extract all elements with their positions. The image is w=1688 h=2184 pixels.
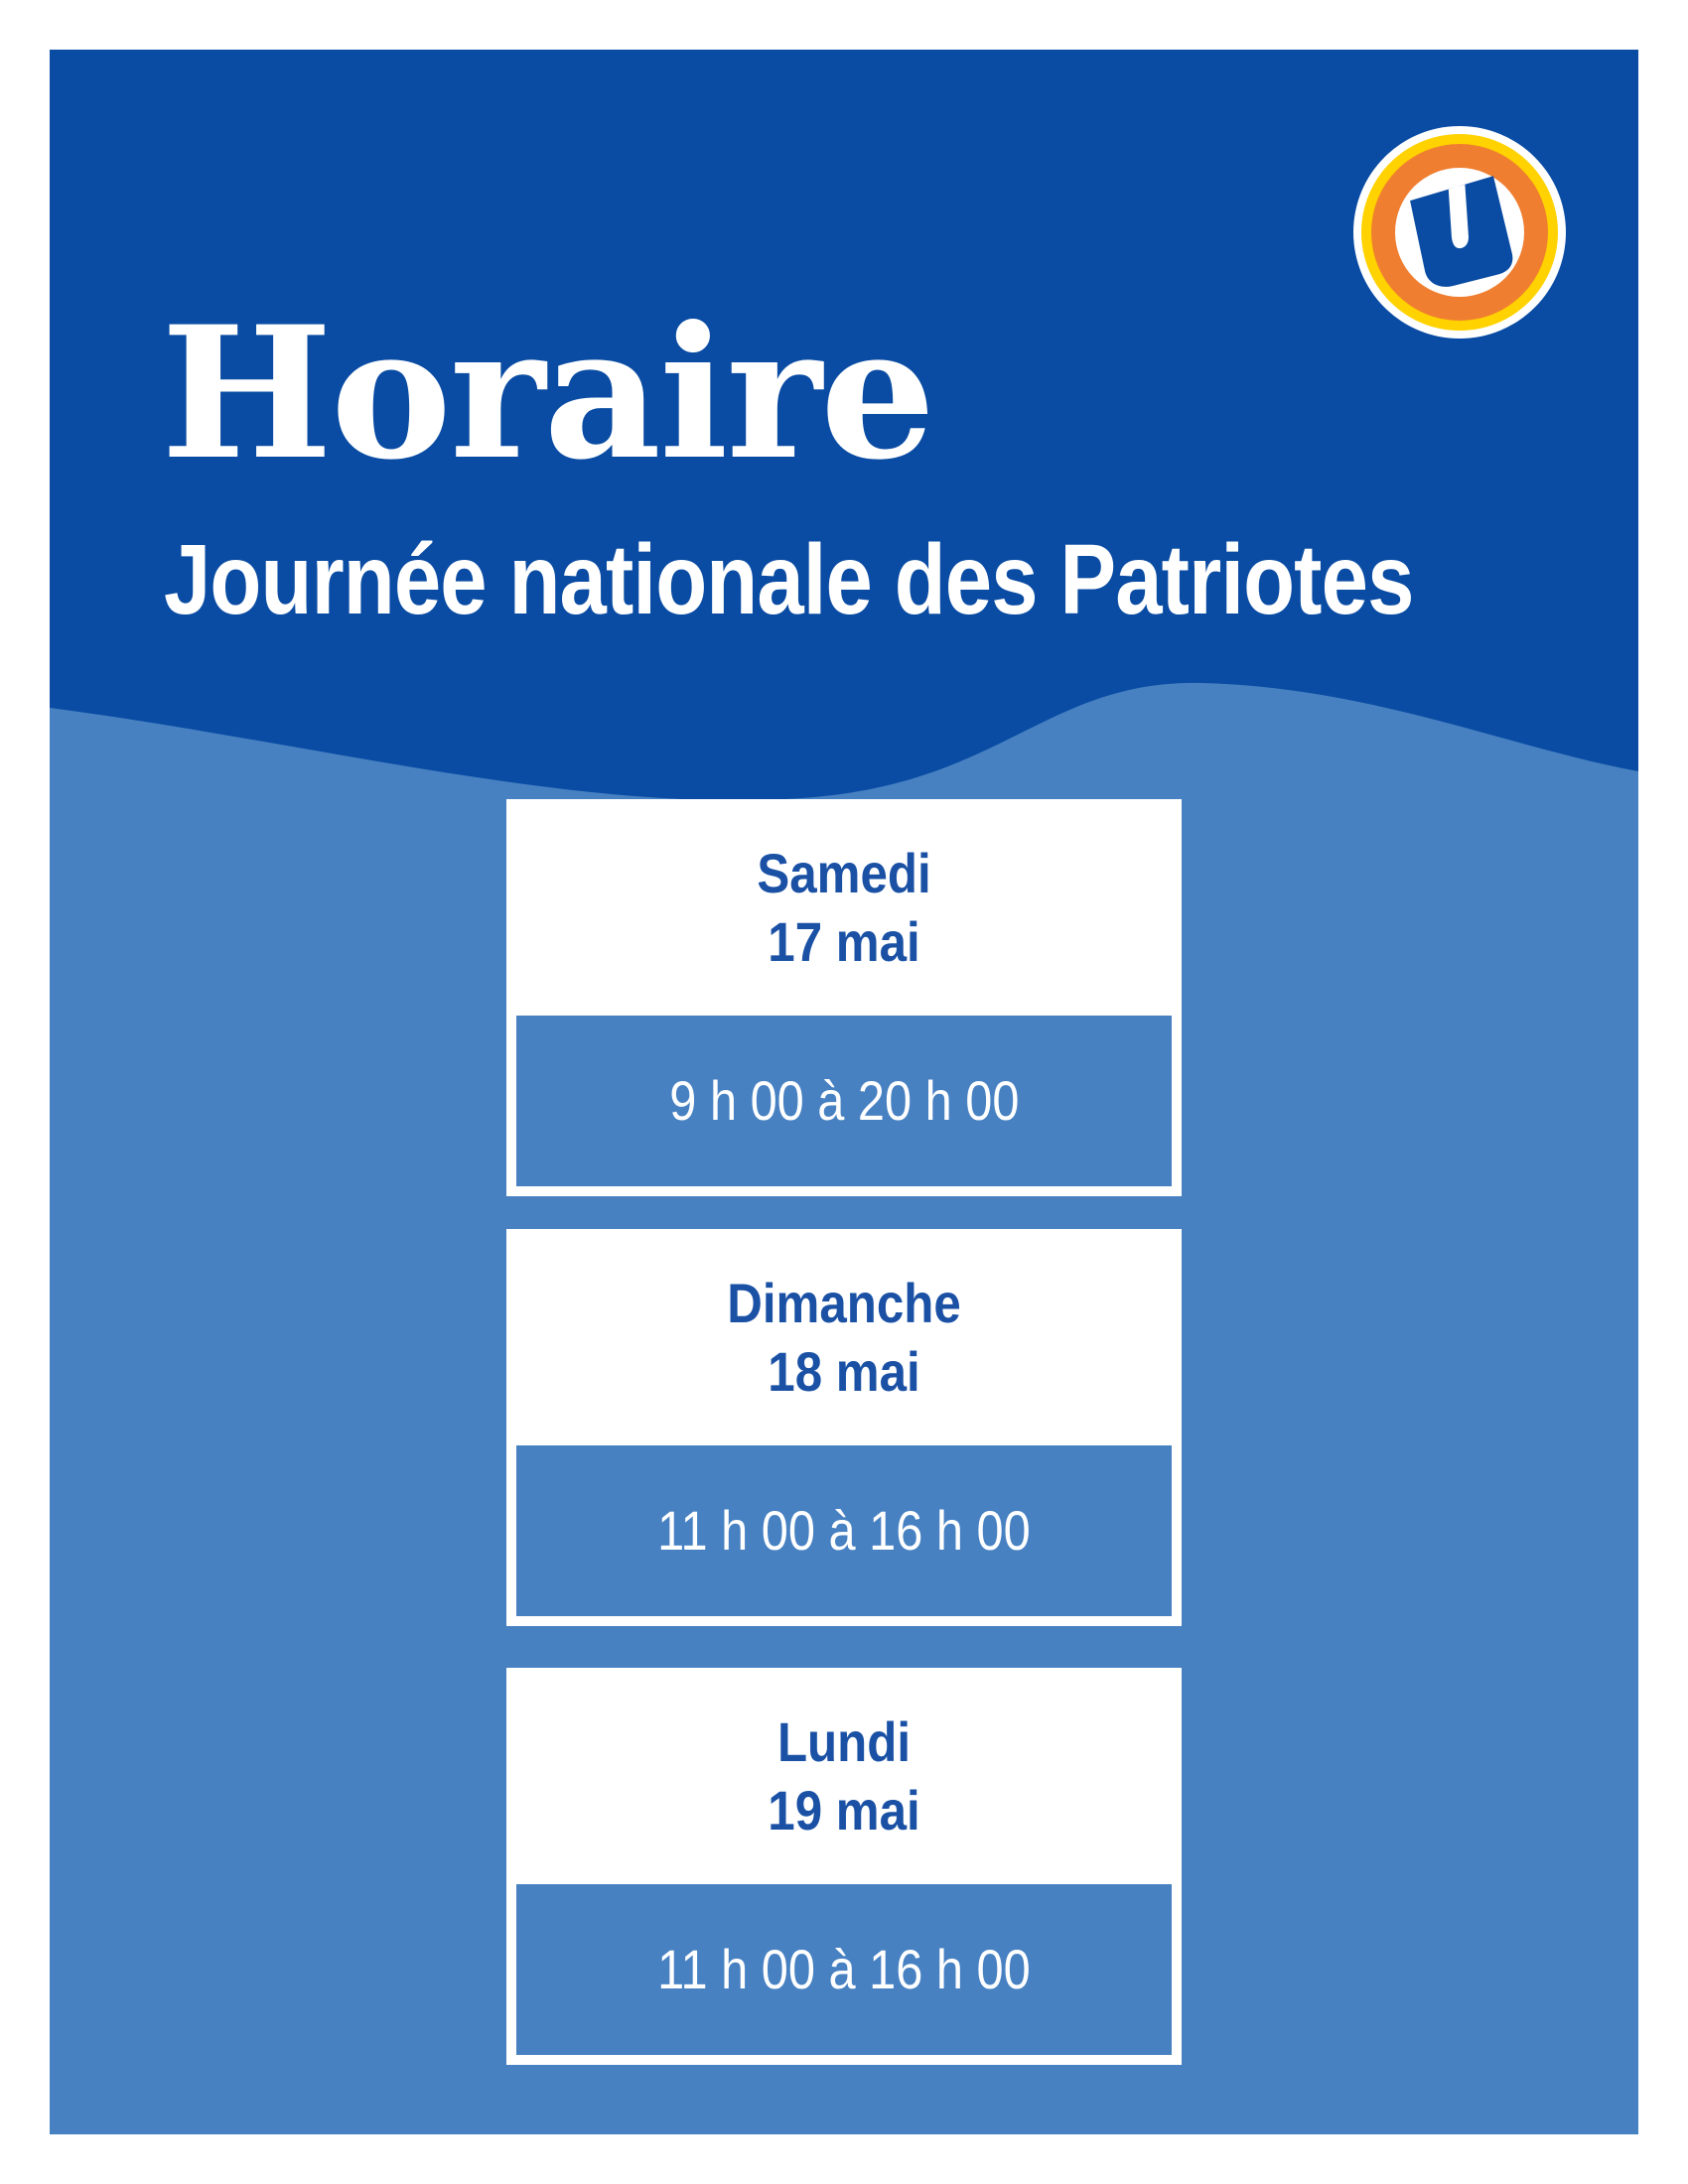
poster-content: Horaire Journée nationale des Patriotes … [50,50,1638,2134]
card-day-label: Samedi [757,842,931,904]
schedule-card-lundi: Lundi 19 mai 11 h 00 à 16 h 00 [506,1668,1182,2065]
card-day-block: Samedi 17 mai [556,799,1133,1016]
page-title: Horaire [161,287,935,500]
header-wave-shape [50,50,1638,801]
page-subtitle: Journée nationale des Patriotes [164,524,1414,635]
schedule-card-samedi: Samedi 17 mai 9 h 00 à 20 h 00 [506,799,1182,1196]
card-date-label: 17 mai [768,910,920,973]
card-day-block: Lundi 19 mai [556,1668,1133,1884]
logo-yellow-ring [1361,134,1558,331]
header-wave-path [50,50,1638,801]
card-hours-box: 9 h 00 à 20 h 00 [516,1016,1172,1186]
card-date-label: 18 mai [768,1340,920,1403]
schedule-card-dimanche: Dimanche 18 mai 11 h 00 à 16 h 00 [506,1229,1182,1626]
brand-logo [1353,126,1566,339]
card-hours-label: 11 h 00 à 16 h 00 [657,1938,1031,2000]
card-hours-box: 11 h 00 à 16 h 00 [516,1445,1172,1616]
brand-u-icon [1410,176,1513,287]
card-hours-label: 9 h 00 à 20 h 00 [668,1069,1020,1132]
logo-inner-circle [1395,168,1524,297]
card-date-label: 19 mai [768,1779,920,1842]
card-day-label: Lundi [776,1710,912,1773]
card-day-label: Dimanche [727,1272,961,1334]
card-hours-label: 11 h 00 à 16 h 00 [657,1499,1031,1562]
card-hours-box: 11 h 00 à 16 h 00 [516,1884,1172,2055]
card-day-block: Dimanche 18 mai [556,1229,1133,1445]
logo-orange-ring [1371,144,1548,321]
